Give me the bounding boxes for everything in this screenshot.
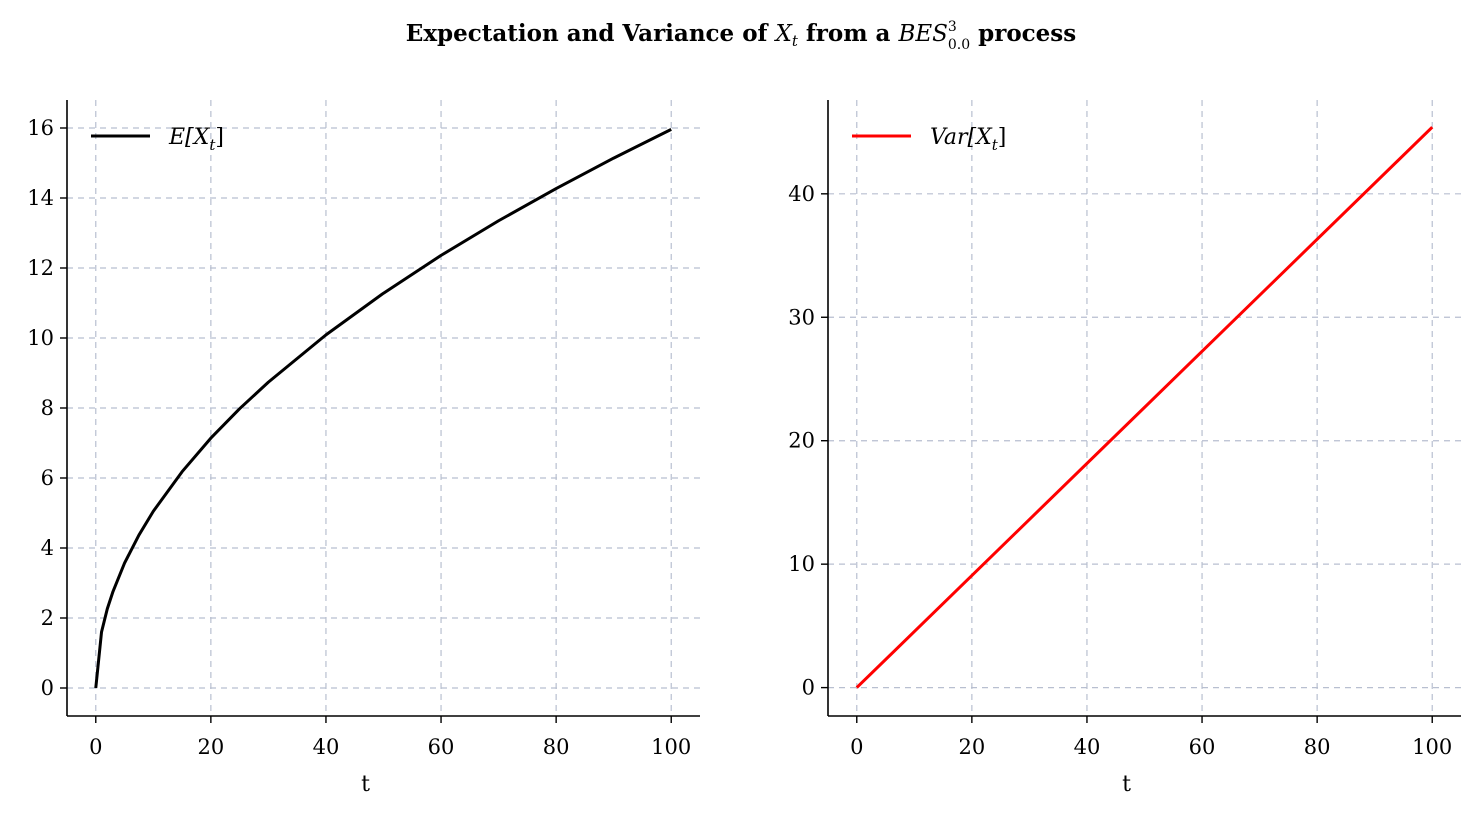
x-tick-label: 100 <box>651 735 691 759</box>
y-tick-label: 0 <box>802 676 815 700</box>
legend-label-close: ] <box>998 125 1007 150</box>
title-bes-sup: 3 <box>948 19 957 35</box>
y-tick-label: 2 <box>41 606 54 630</box>
legend-label: E[Xt] <box>168 125 224 154</box>
x-tick-label: 80 <box>1304 735 1331 759</box>
legend: Var[Xt] <box>852 125 1006 154</box>
y-tick-label: 14 <box>27 186 54 210</box>
legend-label-main: E[X <box>168 125 211 150</box>
title-x-sub: t <box>792 32 799 50</box>
x-tick-label: 40 <box>1074 735 1101 759</box>
y-tick-label: 40 <box>788 182 815 206</box>
y-tick-label: 16 <box>27 116 54 140</box>
legend-label-close: ] <box>215 125 224 150</box>
x-tick-label: 0 <box>850 735 863 759</box>
x-tick-label: 0 <box>89 735 102 759</box>
legend-label-sub: t <box>209 136 216 154</box>
series-line <box>855 126 1434 689</box>
x-tick-label: 60 <box>428 735 455 759</box>
title-bes: BES <box>897 21 947 47</box>
legend: E[Xt] <box>91 125 224 154</box>
title-bes-sub: 0.0 <box>948 37 970 53</box>
series-line <box>94 128 672 689</box>
y-tick-label: 8 <box>41 396 54 420</box>
title-suffix: process <box>970 20 1076 47</box>
x-tick-label: 100 <box>1412 735 1452 759</box>
x-tick-label: 80 <box>543 735 570 759</box>
legend-label-main: Var[X <box>930 125 993 150</box>
x-axis-label: t <box>1122 772 1131 797</box>
x-tick-label: 60 <box>1189 735 1216 759</box>
y-tick-label: 10 <box>788 552 815 576</box>
title-mid: from a <box>798 20 899 47</box>
x-tick-label: 20 <box>197 735 224 759</box>
y-tick-label: 0 <box>41 676 54 700</box>
y-tick-label: 20 <box>788 429 815 453</box>
y-tick-label: 10 <box>27 326 54 350</box>
legend-label: Var[Xt] <box>930 125 1006 154</box>
legend-label-sub: t <box>992 136 999 154</box>
y-tick-label: 12 <box>27 256 54 280</box>
y-tick-label: 30 <box>788 305 815 329</box>
title-x-var: X <box>773 21 793 47</box>
grid-lines <box>828 100 1461 716</box>
y-tick-label: 4 <box>41 536 54 560</box>
y-tick-label: 6 <box>41 466 54 490</box>
x-tick-label: 40 <box>313 735 340 759</box>
figure-title: Expectation and Variance of Xt from a BE… <box>406 19 1076 53</box>
x-tick-label: 20 <box>958 735 985 759</box>
x-axis-label: t <box>361 772 370 797</box>
grid-lines <box>67 100 700 716</box>
title-prefix: Expectation and Variance of <box>406 20 776 47</box>
